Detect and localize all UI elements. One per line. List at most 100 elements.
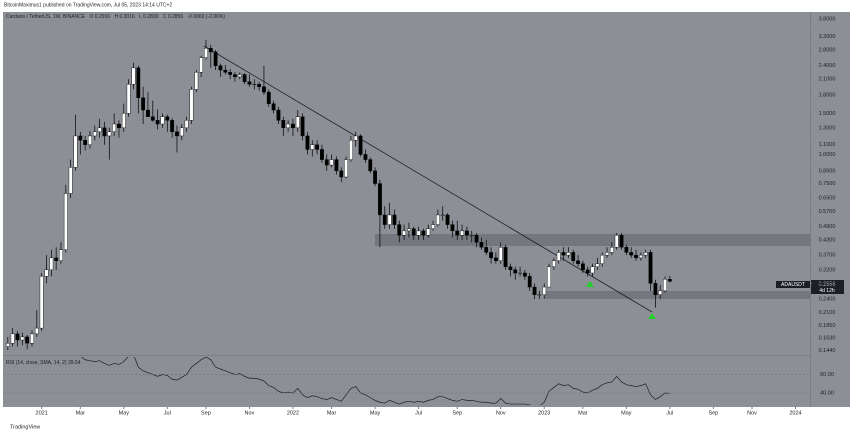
- candle-body: [247, 81, 252, 85]
- candle-body: [503, 247, 508, 267]
- candle-body: [242, 74, 247, 82]
- y-tick-label: 2.4000: [819, 63, 836, 69]
- candle-body: [344, 159, 348, 178]
- legend-high: H 0.3016: [114, 14, 135, 20]
- y-tick-label: 0.1630: [819, 336, 836, 342]
- rsi-title: RSI (14, close, SMA, 14, 2): [6, 360, 67, 366]
- candle-body: [266, 91, 271, 104]
- candle-body: [160, 116, 165, 125]
- candle-body: [276, 109, 281, 121]
- x-tick-label: Nov: [747, 410, 757, 416]
- candle-body: [141, 97, 146, 111]
- x-tick-label: May: [621, 410, 632, 416]
- candle-body: [402, 230, 406, 236]
- candle-body: [184, 120, 189, 129]
- x-tick-label: Jul: [415, 410, 422, 416]
- candle-body: [580, 263, 585, 271]
- y-tick-label: 0.2400: [819, 296, 836, 302]
- y-tick-label: 0.3200: [819, 267, 836, 273]
- y-tick-label: 1.5000: [819, 111, 836, 117]
- candle-body: [78, 135, 83, 141]
- candle-body: [213, 51, 218, 66]
- candle-body: [609, 247, 614, 253]
- candle-body: [102, 127, 107, 137]
- candle-body: [339, 170, 344, 178]
- symbol-tag-text: ADAUSDT: [781, 282, 805, 288]
- candle-body: [590, 266, 595, 274]
- candle-body: [561, 252, 566, 256]
- candle-body: [320, 149, 324, 160]
- candle-body: [387, 214, 392, 225]
- x-tick-label: Jul: [666, 410, 673, 416]
- candle-body: [146, 109, 150, 117]
- candle-body: [667, 279, 672, 282]
- candle-body: [218, 65, 223, 71]
- candle-body: [547, 266, 551, 288]
- candle-body: [600, 254, 605, 264]
- candle-body: [638, 254, 643, 259]
- candle-body: [595, 263, 600, 267]
- y-tick-label: 0.2800: [819, 281, 836, 287]
- y-tick-label: 1.0000: [819, 152, 836, 158]
- candle-body: [310, 144, 315, 150]
- candle-body: [291, 123, 295, 129]
- candle-body: [194, 72, 199, 90]
- legend-symbol: Cardano / TetherUS, 1W, BINANCE: [6, 14, 86, 20]
- candle-body: [431, 224, 435, 229]
- candle-body: [508, 266, 513, 271]
- candle-body: [68, 167, 73, 194]
- rsi-tick-label: 40.00: [820, 390, 834, 396]
- candle-body: [199, 57, 204, 73]
- candle-body: [126, 84, 131, 114]
- candle-body: [358, 135, 363, 155]
- x-tick-label: Jul: [164, 410, 171, 416]
- candle-body: [663, 279, 667, 292]
- candle-body: [378, 183, 382, 216]
- candle-body: [542, 286, 547, 296]
- candle-body: [440, 214, 445, 216]
- candle-body: [155, 120, 160, 125]
- candle-body: [107, 131, 112, 137]
- candle-body: [643, 252, 648, 256]
- candle-body: [208, 48, 213, 53]
- candle-body: [315, 144, 320, 150]
- y-tick-label: 3.2000: [819, 34, 836, 40]
- candle-body: [175, 131, 179, 137]
- publisher: BitcoinMaximus1 published on TradingView…: [4, 2, 172, 8]
- rsi-tick-label: 60.00: [820, 372, 834, 378]
- x-tick-label: Sep: [708, 410, 718, 416]
- candle-body: [469, 235, 474, 237]
- legend-close: C 0.2856: [163, 14, 184, 20]
- candle-body: [382, 214, 387, 225]
- candle-body: [189, 89, 194, 121]
- candle-body: [411, 228, 416, 236]
- candle-body: [585, 269, 590, 274]
- footer: TradingView: [10, 424, 40, 430]
- legend-change: -0.0060 (-2.06%): [188, 14, 226, 20]
- candle-body: [262, 86, 266, 93]
- y-tick-label: 2.1000: [819, 77, 836, 83]
- candle-body: [619, 235, 624, 248]
- candle-body: [97, 127, 102, 133]
- candle-body: [407, 228, 411, 232]
- candle-body: [566, 252, 571, 256]
- candle-body: [329, 159, 334, 166]
- candle-body: [223, 69, 228, 73]
- y-tick-label: 0.2100: [819, 310, 836, 316]
- candle-body: [305, 135, 310, 150]
- y-tick-label: 0.3700: [819, 253, 836, 259]
- candle-body: [445, 214, 450, 225]
- x-tick-label: 2024: [789, 410, 801, 416]
- x-tick-label: Sep: [201, 410, 211, 416]
- x-tick-label: Mar: [327, 410, 337, 416]
- price-tag-value: 0.2856: [819, 281, 836, 287]
- y-tick-label: 0.6500: [819, 195, 836, 201]
- candle-body: [571, 252, 576, 261]
- candle-body: [460, 230, 464, 236]
- candle-body: [5, 343, 10, 347]
- x-tick-label: Nov: [245, 410, 255, 416]
- candle-body: [513, 269, 518, 274]
- candle-body: [59, 249, 63, 261]
- candle-body: [455, 230, 460, 236]
- candle-body: [286, 123, 291, 129]
